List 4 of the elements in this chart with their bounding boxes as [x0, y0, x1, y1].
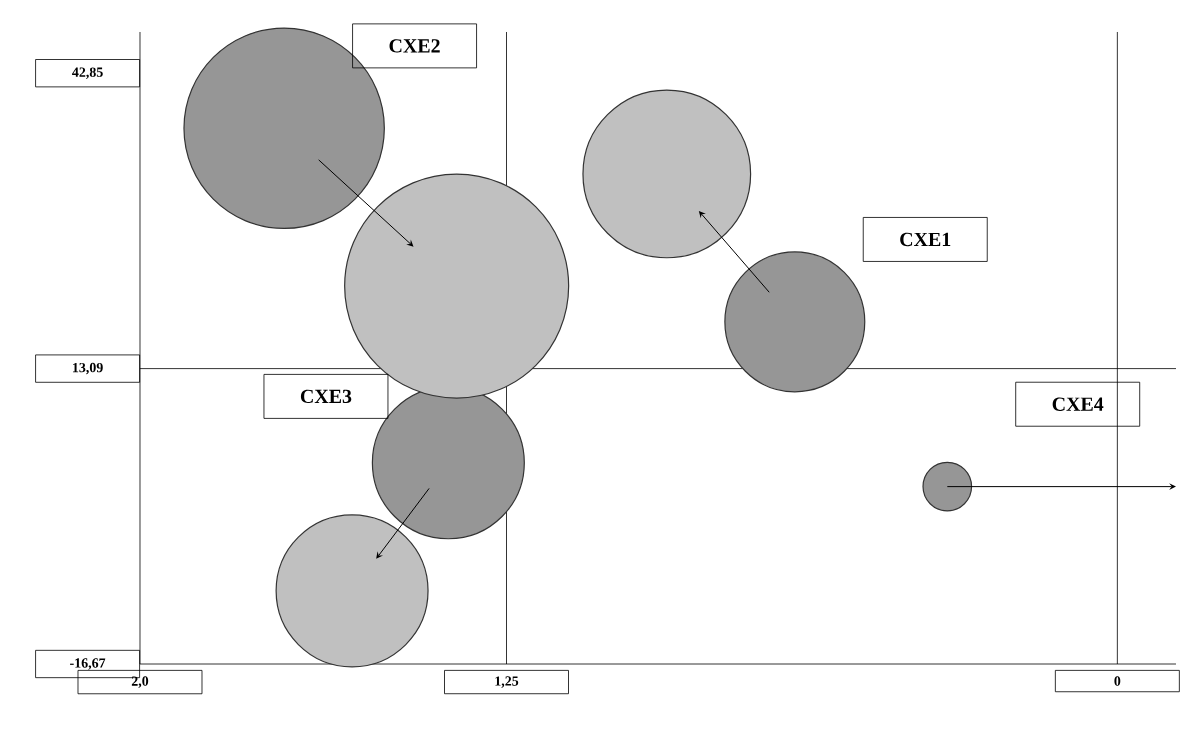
annotation: CXE4: [1052, 397, 1104, 411]
annotation: CXE3: [300, 389, 352, 404]
annotation: CXE2: [389, 39, 440, 53]
annotation: CXE1: [900, 232, 951, 247]
